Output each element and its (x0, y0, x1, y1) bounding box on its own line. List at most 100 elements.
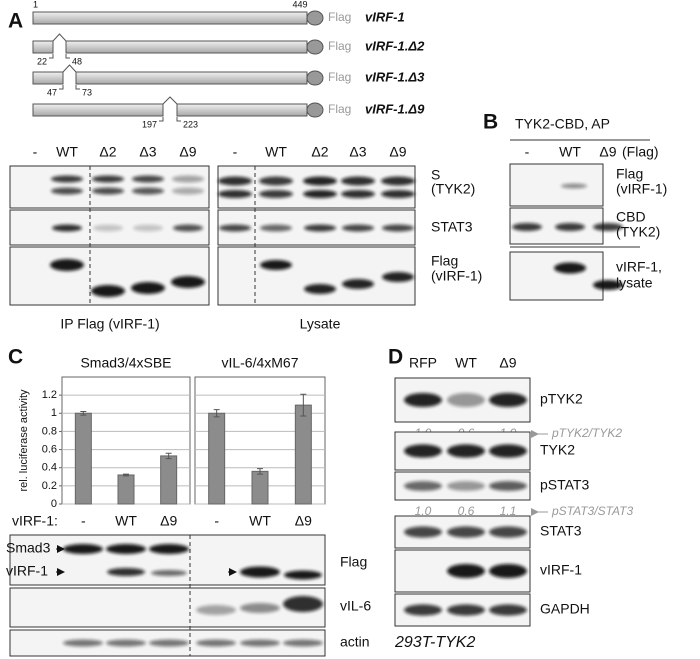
bar (117, 474, 135, 505)
lane-label: - (525, 144, 530, 160)
blot (9, 534, 326, 586)
lane-label: WT (265, 144, 287, 160)
construct-bar (75, 71, 308, 85)
band (284, 570, 322, 580)
deletion-caret (162, 96, 178, 105)
lane-label: Δ9 (179, 144, 196, 160)
blot-label: Flag (431, 253, 458, 269)
band (260, 224, 292, 232)
band (304, 284, 336, 294)
band (173, 224, 203, 232)
band (240, 639, 280, 647)
band (447, 604, 485, 616)
ratio-label: pTYK2/TYK2 (551, 426, 622, 440)
band (63, 544, 103, 554)
band (172, 175, 204, 183)
band (51, 187, 83, 195)
band (51, 175, 83, 183)
deletion-start: 47 (47, 87, 57, 97)
blot-label: STAT3 (540, 523, 582, 539)
lane-note: (Flag) (622, 144, 659, 160)
blot-label: vIL-6 (340, 598, 371, 614)
blot (509, 163, 604, 207)
blot-label: actin (340, 634, 370, 650)
y-tick-label: 1 (51, 407, 57, 419)
blot-label: (TYK2) (431, 181, 475, 197)
band (489, 393, 527, 407)
y-tick-label: 1.2 (42, 389, 57, 401)
band (131, 282, 165, 294)
band (106, 639, 146, 647)
blot-label: pSTAT3 (540, 477, 589, 493)
blot-label: vIRF-1 (540, 562, 582, 578)
panel-label: C (8, 346, 23, 369)
lane-label: Δ9 (599, 144, 616, 160)
y-tick-label: 0.2 (42, 480, 57, 492)
blot-label: (vIRF-1) (616, 181, 667, 197)
band (593, 223, 623, 231)
flag-tag (306, 10, 324, 26)
band (382, 272, 414, 282)
band (404, 604, 442, 616)
blot-label: CBD (616, 209, 646, 225)
band (304, 224, 336, 232)
blot-label: (TYK2) (616, 224, 660, 240)
band (196, 605, 236, 615)
band (93, 224, 123, 232)
y-tick-label: 0.4 (42, 462, 57, 474)
band (447, 526, 485, 538)
band (303, 190, 337, 198)
chart-title: vIL-6/4xM67 (221, 355, 298, 371)
flag-tag (306, 70, 324, 86)
band (218, 190, 252, 198)
lane-label: WT (56, 144, 78, 160)
panel-label: A (8, 10, 23, 33)
bracket (49, 54, 54, 59)
row-label: vIRF-1: (12, 513, 58, 529)
x-tick-label: - (81, 513, 86, 529)
bar (251, 470, 269, 505)
lane-label: - (233, 144, 238, 160)
band (132, 175, 164, 183)
band (283, 596, 323, 612)
blot-label: lysate (616, 275, 653, 291)
ratio: 1.0 (415, 504, 432, 518)
blot (217, 165, 416, 209)
deletion-end: 48 (72, 56, 82, 66)
tag-label: Flag (328, 70, 351, 84)
error-bar (123, 473, 129, 477)
bracket (59, 85, 64, 90)
band (342, 224, 374, 232)
band (303, 176, 337, 186)
blot-label: (vIRF-1) (431, 268, 482, 284)
blot-label: S (431, 167, 440, 183)
band (555, 223, 585, 231)
deletion-start: 22 (37, 56, 47, 66)
blot-label: pTYK2 (540, 391, 583, 407)
band (240, 603, 280, 613)
band (447, 481, 485, 491)
bracket (75, 85, 80, 90)
band (489, 526, 527, 538)
panel-title: TYK2-CBD, AP (515, 116, 610, 132)
band (404, 481, 442, 491)
bar (294, 404, 312, 505)
marker-label: Smad3 (6, 540, 51, 556)
band (218, 176, 252, 186)
band (240, 566, 280, 578)
band (196, 639, 236, 647)
construct-bar (32, 103, 164, 117)
band (489, 481, 527, 491)
bracket (159, 117, 164, 122)
band (259, 176, 293, 186)
lane-label: RFP (409, 355, 437, 371)
band (447, 564, 485, 578)
flag-tag (306, 39, 324, 55)
error-bar (257, 468, 263, 475)
construct-bar (32, 40, 54, 54)
lane-label: WT (559, 144, 581, 160)
lane-label: Δ9 (499, 355, 516, 371)
y-tick-label: 0.6 (42, 443, 57, 455)
band (561, 183, 587, 189)
